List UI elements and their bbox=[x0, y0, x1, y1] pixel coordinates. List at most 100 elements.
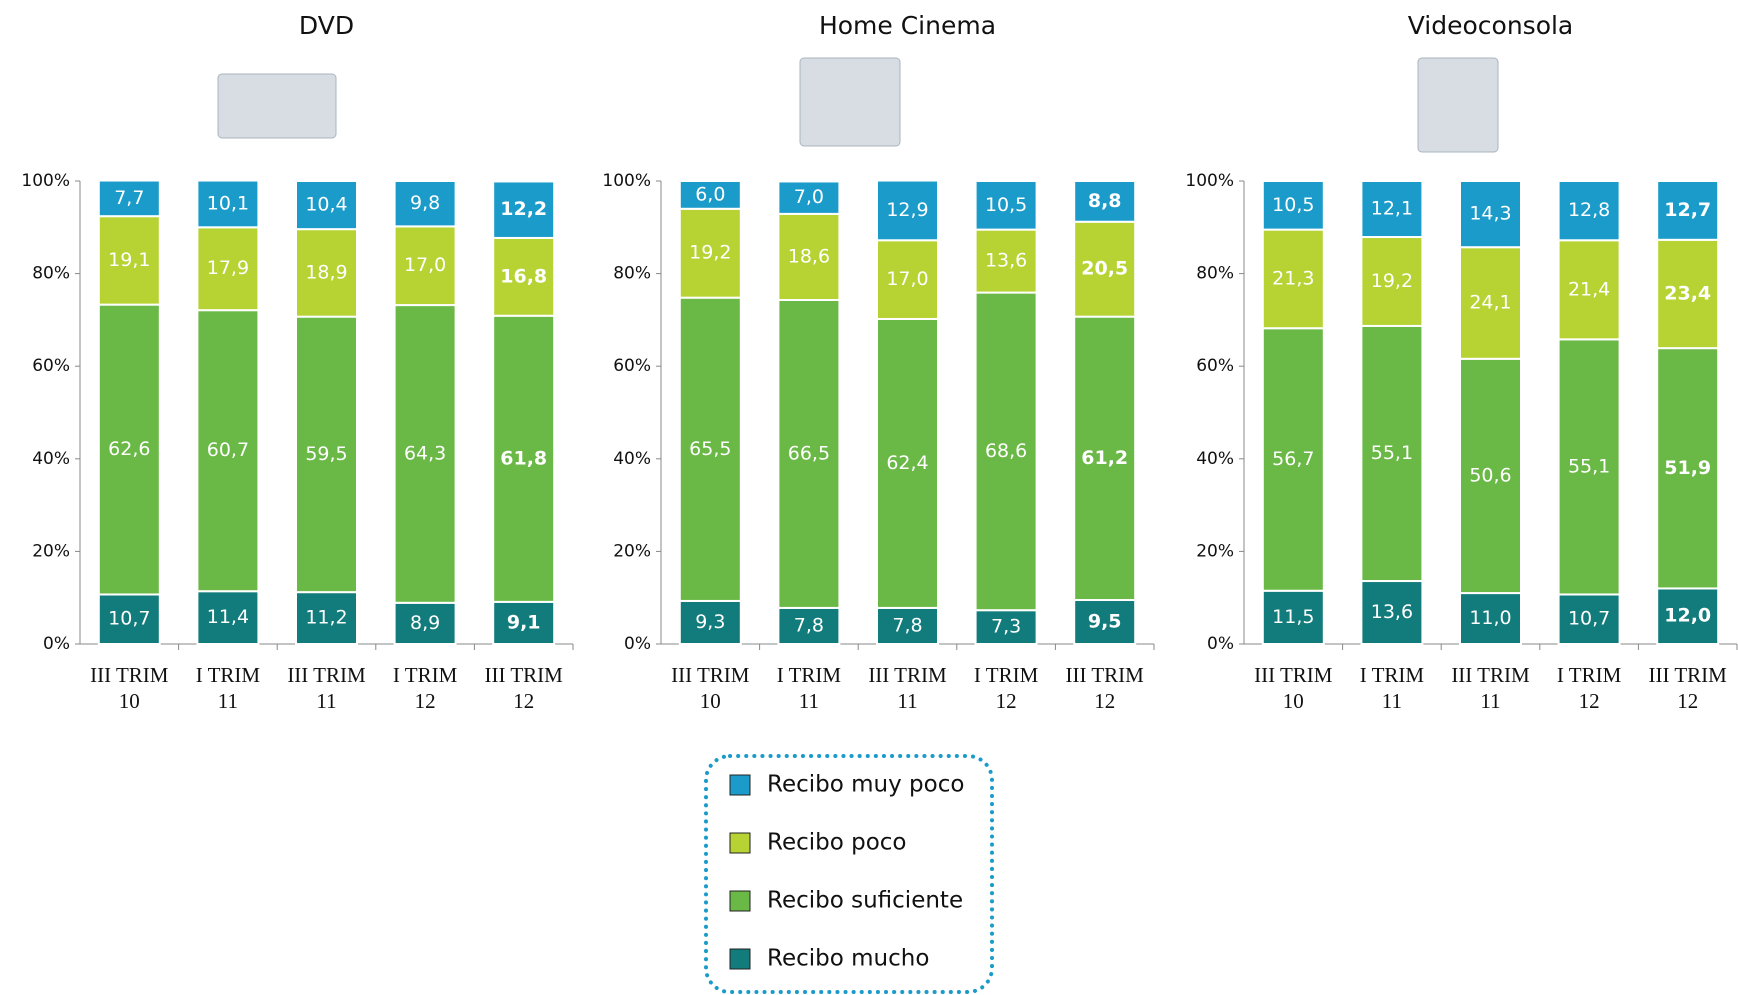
legend-label: Recibo mucho bbox=[767, 946, 929, 972]
value-label: 11,4 bbox=[207, 606, 249, 628]
value-label: 18,6 bbox=[788, 245, 830, 267]
value-label: 14,3 bbox=[1469, 203, 1511, 225]
value-label: 12,0 bbox=[1664, 605, 1711, 627]
value-label: 7,8 bbox=[892, 614, 922, 636]
value-label: 66,5 bbox=[788, 442, 830, 464]
value-label: 61,2 bbox=[1081, 447, 1128, 469]
legend-swatch bbox=[730, 775, 750, 795]
value-label: 23,4 bbox=[1664, 282, 1711, 304]
value-label: 6,0 bbox=[695, 183, 725, 205]
y-tick-label: 40% bbox=[32, 449, 70, 469]
value-label: 21,3 bbox=[1272, 267, 1314, 289]
value-label: 21,4 bbox=[1568, 278, 1610, 300]
y-tick-label: 60% bbox=[32, 356, 70, 376]
x-tick-label: I TRIM 11 bbox=[180, 662, 276, 714]
legend-label: Recibo poco bbox=[767, 830, 907, 856]
y-tick-label: 100% bbox=[1185, 171, 1234, 191]
value-label: 59,5 bbox=[305, 443, 347, 465]
legend-label: Recibo suficiente bbox=[767, 888, 963, 914]
x-tick-label: III TRIM 11 bbox=[279, 662, 375, 714]
value-label: 64,3 bbox=[404, 442, 446, 464]
value-label: 51,9 bbox=[1664, 457, 1711, 479]
chart-title: Home Cinema bbox=[819, 11, 996, 40]
value-label: 9,5 bbox=[1088, 611, 1122, 633]
console-icon bbox=[1418, 58, 1498, 152]
value-label: 62,4 bbox=[886, 452, 928, 474]
value-label: 62,6 bbox=[108, 438, 150, 460]
y-tick-label: 0% bbox=[1207, 634, 1234, 654]
value-label: 12,1 bbox=[1371, 198, 1413, 220]
x-tick-label: I TRIM 12 bbox=[377, 662, 473, 714]
value-label: 60,7 bbox=[207, 439, 249, 461]
value-label: 56,7 bbox=[1272, 448, 1314, 470]
value-label: 17,0 bbox=[404, 254, 446, 276]
value-label: 18,9 bbox=[305, 261, 347, 283]
y-tick-label: 20% bbox=[613, 541, 651, 561]
value-label: 11,2 bbox=[305, 607, 347, 629]
value-label: 10,7 bbox=[108, 608, 150, 630]
y-tick-label: 60% bbox=[1196, 356, 1234, 376]
value-label: 10,7 bbox=[1568, 608, 1610, 630]
home-cinema-icon bbox=[800, 58, 900, 146]
value-label: 17,9 bbox=[207, 257, 249, 279]
value-label: 8,8 bbox=[1088, 190, 1122, 212]
y-tick-label: 80% bbox=[1196, 264, 1234, 284]
x-tick-label: III TRIM 10 bbox=[662, 662, 758, 714]
dvd-icon bbox=[218, 74, 336, 138]
y-tick-label: 40% bbox=[1196, 449, 1234, 469]
value-label: 61,8 bbox=[500, 447, 547, 469]
value-label: 10,5 bbox=[985, 194, 1027, 216]
x-tick-label: III TRIM 11 bbox=[860, 662, 956, 714]
y-tick-label: 60% bbox=[613, 356, 651, 376]
value-label: 65,5 bbox=[689, 438, 731, 460]
value-label: 68,6 bbox=[985, 440, 1027, 462]
value-label: 12,8 bbox=[1568, 199, 1610, 221]
value-label: 55,1 bbox=[1371, 442, 1413, 464]
value-label: 9,3 bbox=[695, 611, 725, 633]
value-label: 10,4 bbox=[305, 194, 347, 216]
x-tick-label: I TRIM 12 bbox=[958, 662, 1054, 714]
page: DVD 0% 20% 40% 60% 80% 100% 10,7 62,6 19,1 7,7 11,4… bbox=[0, 0, 1738, 995]
value-label: 55,1 bbox=[1568, 455, 1610, 477]
y-tick-label: 40% bbox=[613, 449, 651, 469]
legend-swatch bbox=[730, 833, 750, 853]
value-label: 9,8 bbox=[410, 192, 440, 214]
y-tick-label: 100% bbox=[21, 171, 70, 191]
chart-title: DVD bbox=[299, 11, 354, 40]
value-label: 7,0 bbox=[794, 186, 824, 208]
value-label: 7,8 bbox=[794, 614, 824, 636]
x-tick-label: I TRIM 12 bbox=[1541, 662, 1637, 714]
value-label: 13,6 bbox=[1371, 601, 1413, 623]
value-label: 19,1 bbox=[108, 249, 150, 271]
y-tick-label: 20% bbox=[1196, 541, 1234, 561]
x-tick-label: III TRIM 12 bbox=[1057, 662, 1153, 714]
value-label: 11,5 bbox=[1272, 606, 1314, 628]
y-tick-label: 20% bbox=[32, 541, 70, 561]
value-label: 7,3 bbox=[991, 616, 1021, 638]
value-label: 7,7 bbox=[114, 187, 144, 209]
x-tick-label: I TRIM 11 bbox=[761, 662, 857, 714]
value-label: 12,2 bbox=[500, 198, 547, 220]
chart-title: Videoconsola bbox=[1408, 11, 1574, 40]
value-label: 12,9 bbox=[886, 199, 928, 221]
y-tick-label: 0% bbox=[43, 634, 70, 654]
value-label: 13,6 bbox=[985, 250, 1027, 272]
x-tick-label: III TRIM 12 bbox=[476, 662, 572, 714]
chart: DVD 0% 20% 40% 60% 80% 100% 10,7 62,6 19,1 7,7 11,4… bbox=[0, 0, 1738, 995]
value-label: 19,2 bbox=[1371, 270, 1413, 292]
y-tick-label: 0% bbox=[624, 634, 651, 654]
x-tick-label: III TRIM 11 bbox=[1443, 662, 1539, 714]
device-icons bbox=[218, 58, 1498, 152]
value-label: 16,8 bbox=[500, 265, 547, 287]
legend-swatch bbox=[730, 891, 750, 911]
x-tick-label: III TRIM 10 bbox=[1245, 662, 1341, 714]
value-label: 19,2 bbox=[689, 242, 731, 264]
legend-swatch bbox=[730, 949, 750, 969]
value-label: 17,0 bbox=[886, 268, 928, 290]
value-label: 10,5 bbox=[1272, 194, 1314, 216]
value-label: 12,7 bbox=[1664, 199, 1711, 221]
y-tick-label: 100% bbox=[602, 171, 651, 191]
y-tick-label: 80% bbox=[613, 264, 651, 284]
value-label: 24,1 bbox=[1469, 292, 1511, 314]
x-tick-label: III TRIM 10 bbox=[81, 662, 177, 714]
